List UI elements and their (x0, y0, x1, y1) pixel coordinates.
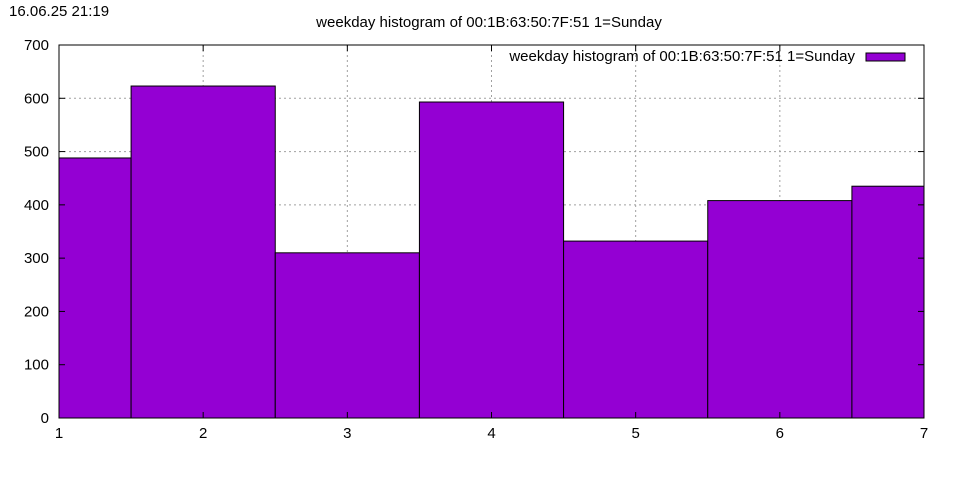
bar-4 (418, 101, 565, 419)
x-tick-label: 3 (343, 425, 351, 442)
bar-6 (707, 200, 853, 419)
bar-1 (58, 157, 132, 419)
bar-7 (851, 185, 925, 419)
y-tick-label: 200 (24, 303, 49, 320)
x-tick-label: 1 (55, 425, 63, 442)
y-tick-label: 100 (24, 357, 49, 374)
y-tick-label: 700 (24, 37, 49, 54)
y-tick-label: 600 (24, 90, 49, 107)
bars (58, 85, 925, 419)
legend: weekday histogram of 00:1B:63:50:7F:51 1… (508, 48, 906, 65)
chart-title: weekday histogram of 00:1B:63:50:7F:51 1… (315, 14, 662, 31)
y-tick-label: 0 (41, 410, 49, 427)
timestamp: 16.06.25 21:19 (9, 3, 110, 20)
x-tick-label: 7 (920, 425, 928, 442)
y-tick-label: 400 (24, 197, 49, 214)
bar-5 (563, 240, 709, 419)
y-tick-label: 300 (24, 250, 49, 267)
bar-3 (274, 252, 420, 419)
bar-2 (130, 85, 276, 419)
legend-label: weekday histogram of 00:1B:63:50:7F:51 1… (508, 48, 855, 65)
legend-swatch (865, 52, 906, 62)
x-tick-label: 6 (776, 425, 784, 442)
ticks: 1 2 3 4 5 6 7 0 100 200 300 400 500 600 700 (24, 37, 928, 442)
x-tick-label: 5 (631, 425, 639, 442)
x-tick-label: 2 (199, 425, 207, 442)
y-tick-label: 500 (24, 144, 49, 161)
x-tick-label: 4 (487, 425, 495, 442)
